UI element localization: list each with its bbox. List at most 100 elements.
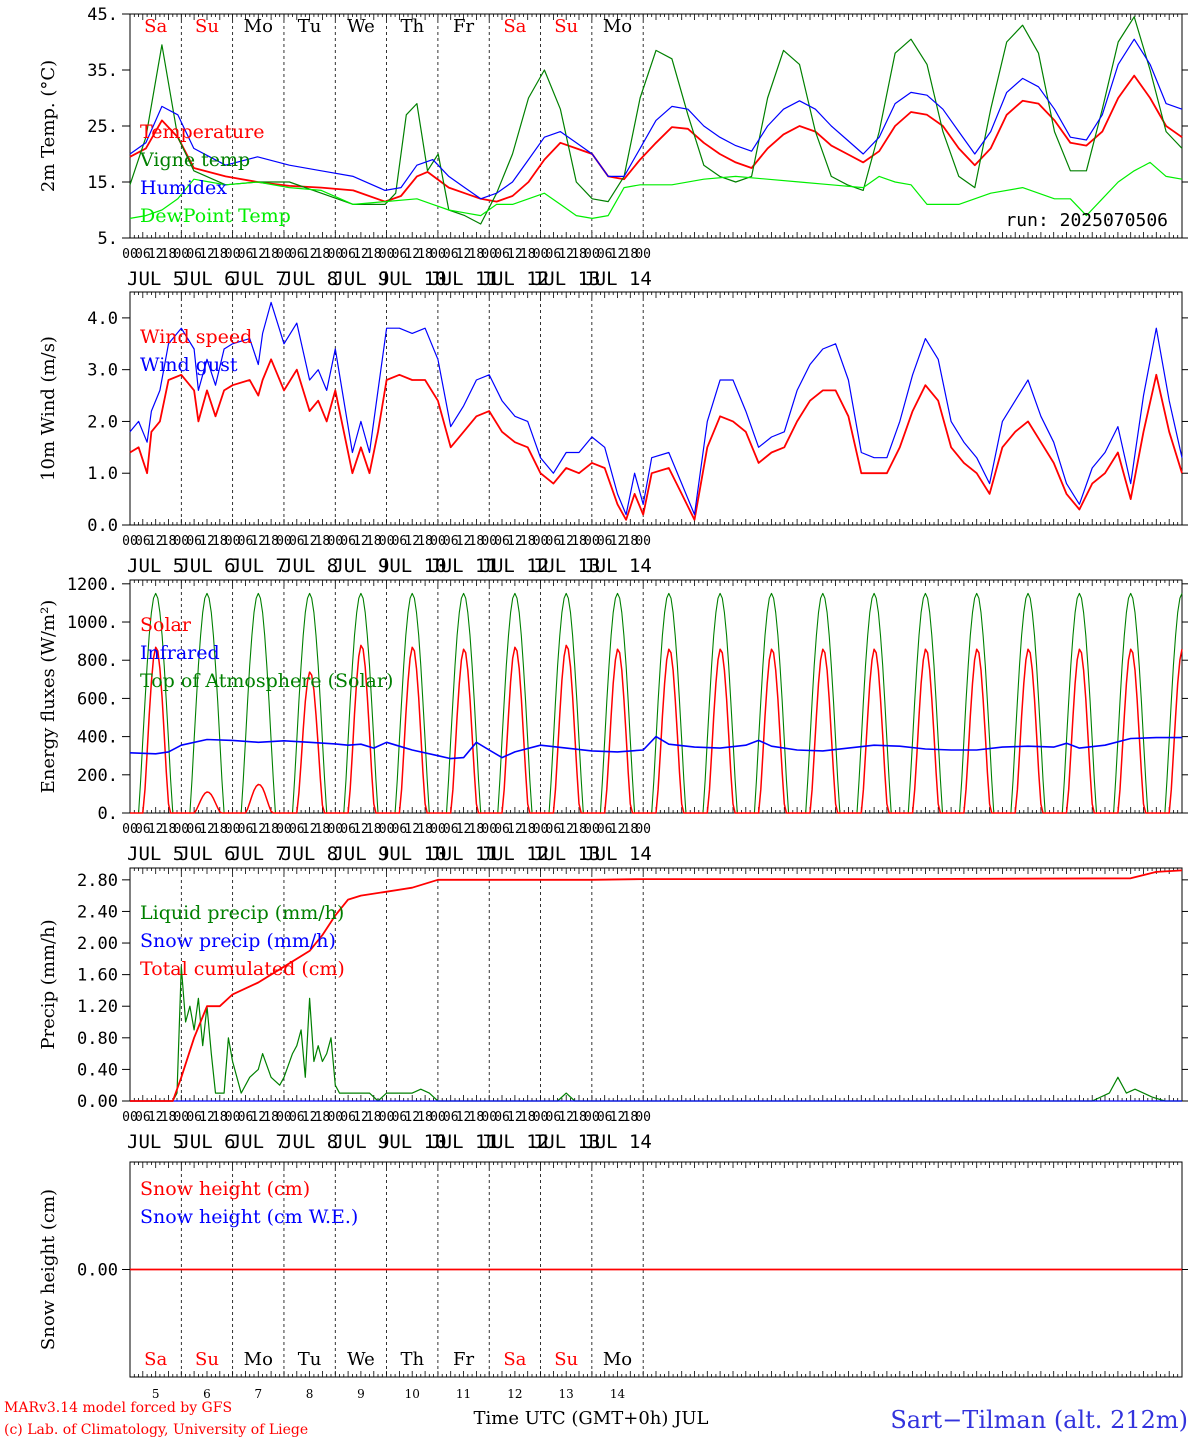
hour-label: 12 — [507, 822, 523, 837]
hour-label: 06 — [443, 1110, 459, 1125]
hour-label: 06 — [340, 247, 356, 262]
hour-label: 18 — [315, 822, 331, 837]
day-label: Mo — [603, 16, 632, 37]
hour-label: 12 — [250, 247, 266, 262]
hour-label: 06 — [494, 1110, 510, 1125]
hour-label: 06 — [392, 1110, 408, 1125]
panel-4: 2.80 2.40 2.00 1.60 1.20 0.80 0.40 0.00 Precip (… — [38, 867, 1188, 1153]
series-lines — [129, 16, 1183, 225]
day-number: 11 — [456, 1387, 471, 1401]
series-lines — [129, 592, 1183, 814]
hour-label: 18 — [469, 247, 485, 262]
date-label: JUL 12 — [481, 843, 550, 865]
hour-label: 18 — [263, 1110, 279, 1125]
y-tick-label: 0.80 — [77, 1029, 118, 1049]
hour-label: 12 — [250, 534, 266, 549]
hour-label: 06 — [443, 822, 459, 837]
hour-label: 00 — [481, 1110, 497, 1125]
day-label: Sa — [503, 1349, 526, 1370]
date-label: JUL 9 — [332, 555, 389, 577]
date-label: JUL 5 — [127, 268, 184, 290]
y-tick-label: 0.40 — [77, 1060, 118, 1080]
series-lines — [130, 869, 1183, 1102]
hour-label: 06 — [392, 534, 408, 549]
hour-label: 12 — [250, 822, 266, 837]
date-label: JUL 5 — [127, 555, 184, 577]
series-top-of-atmosphere — [130, 592, 1183, 814]
date-label: JUL 14 — [583, 843, 652, 865]
hour-label: 12 — [148, 247, 164, 262]
hour-label: 06 — [289, 822, 305, 837]
date-label: JUL 7 — [230, 268, 287, 290]
day-label: Mo — [244, 1349, 273, 1370]
date-label: JUL 5 — [127, 1131, 184, 1153]
station-name: Sart−Tilman (alt. 212m) — [890, 1406, 1188, 1434]
legend: Temperature Vigne temp Humidex DewPoint Tem… — [139, 121, 291, 227]
y-tick-label: 2.40 — [77, 902, 118, 922]
day-label: Fr — [453, 1349, 474, 1370]
hour-label: 06 — [238, 822, 254, 837]
hour-label: 06 — [238, 1110, 254, 1125]
hour-label: 12 — [353, 247, 369, 262]
date-label: JUL 10 — [378, 555, 447, 577]
hour-label: 00 — [327, 822, 343, 837]
hour-label: 00 — [122, 534, 138, 549]
legend: Wind speed Wind gust — [140, 326, 252, 376]
hour-label: 00 — [122, 247, 138, 262]
day-number: 14 — [610, 1387, 626, 1401]
day-number: 6 — [203, 1387, 211, 1401]
hour-ticks — [129, 580, 1183, 813]
y-axis-label: Energy fluxes (W/m²) — [38, 600, 59, 794]
hour-label: 06 — [546, 534, 562, 549]
hour-label: 18 — [315, 1110, 331, 1125]
y-tick-label: 2.00 — [77, 934, 118, 954]
hour-label: 12 — [507, 247, 523, 262]
y-tick-label: 0.00 — [77, 1092, 118, 1112]
hour-label: 00 — [276, 822, 292, 837]
date-label: JUL 8 — [281, 555, 338, 577]
day-label: Mo — [603, 1349, 632, 1370]
y-tick-label: 45. — [87, 5, 118, 25]
hour-label: 06 — [289, 534, 305, 549]
hour-label: 06 — [135, 247, 151, 262]
series-temperature — [129, 74, 1183, 203]
hour-label: 06 — [546, 247, 562, 262]
y-tick-label: 400. — [77, 728, 118, 748]
hour-label: 00 — [327, 247, 343, 262]
series-solar — [130, 644, 1183, 814]
y-tick-label: 3.0 — [87, 361, 118, 381]
hour-label: 12 — [199, 247, 215, 262]
hour-label: 00 — [481, 247, 497, 262]
hour-label: 00 — [122, 822, 138, 837]
hour-label: 00 — [225, 247, 241, 262]
hour-label: 00 — [430, 1110, 446, 1125]
date-label: JUL 13 — [532, 555, 601, 577]
hour-labels: 0006121800061218000612180006121800061218… — [122, 822, 651, 837]
y-tick-label: 200. — [77, 766, 118, 786]
hour-label: 06 — [238, 534, 254, 549]
hour-label: 06 — [597, 247, 613, 262]
series-lines — [129, 301, 1183, 521]
hour-label: 18 — [315, 247, 331, 262]
date-label: JUL 11 — [429, 268, 498, 290]
credit-line-1: MARv3.14 model forced by GFS — [4, 1400, 232, 1416]
hour-label: 00 — [327, 534, 343, 549]
hour-label: 06 — [546, 1110, 562, 1125]
hour-label: 12 — [456, 1110, 472, 1125]
date-label: JUL 6 — [178, 268, 235, 290]
legend-entry: DewPoint Temp — [140, 205, 291, 227]
hour-label: 06 — [546, 822, 562, 837]
series-wind-gust — [129, 301, 1183, 516]
hour-ticks — [129, 1162, 1183, 1377]
date-label: JUL 11 — [429, 555, 498, 577]
hour-label: 00 — [122, 1110, 138, 1125]
date-label: JUL 6 — [178, 843, 235, 865]
hour-label: 18 — [520, 534, 536, 549]
hour-label: 00 — [635, 247, 651, 262]
y-axis: 1200. 1000. 800. 600. 400. 200. 0. — [67, 575, 1188, 824]
hour-label: 06 — [186, 247, 202, 262]
legend-entry: Snow height (cm) — [140, 1178, 310, 1200]
day-label: Su — [554, 1349, 578, 1370]
hour-label: 18 — [315, 534, 331, 549]
hour-label: 18 — [212, 534, 228, 549]
